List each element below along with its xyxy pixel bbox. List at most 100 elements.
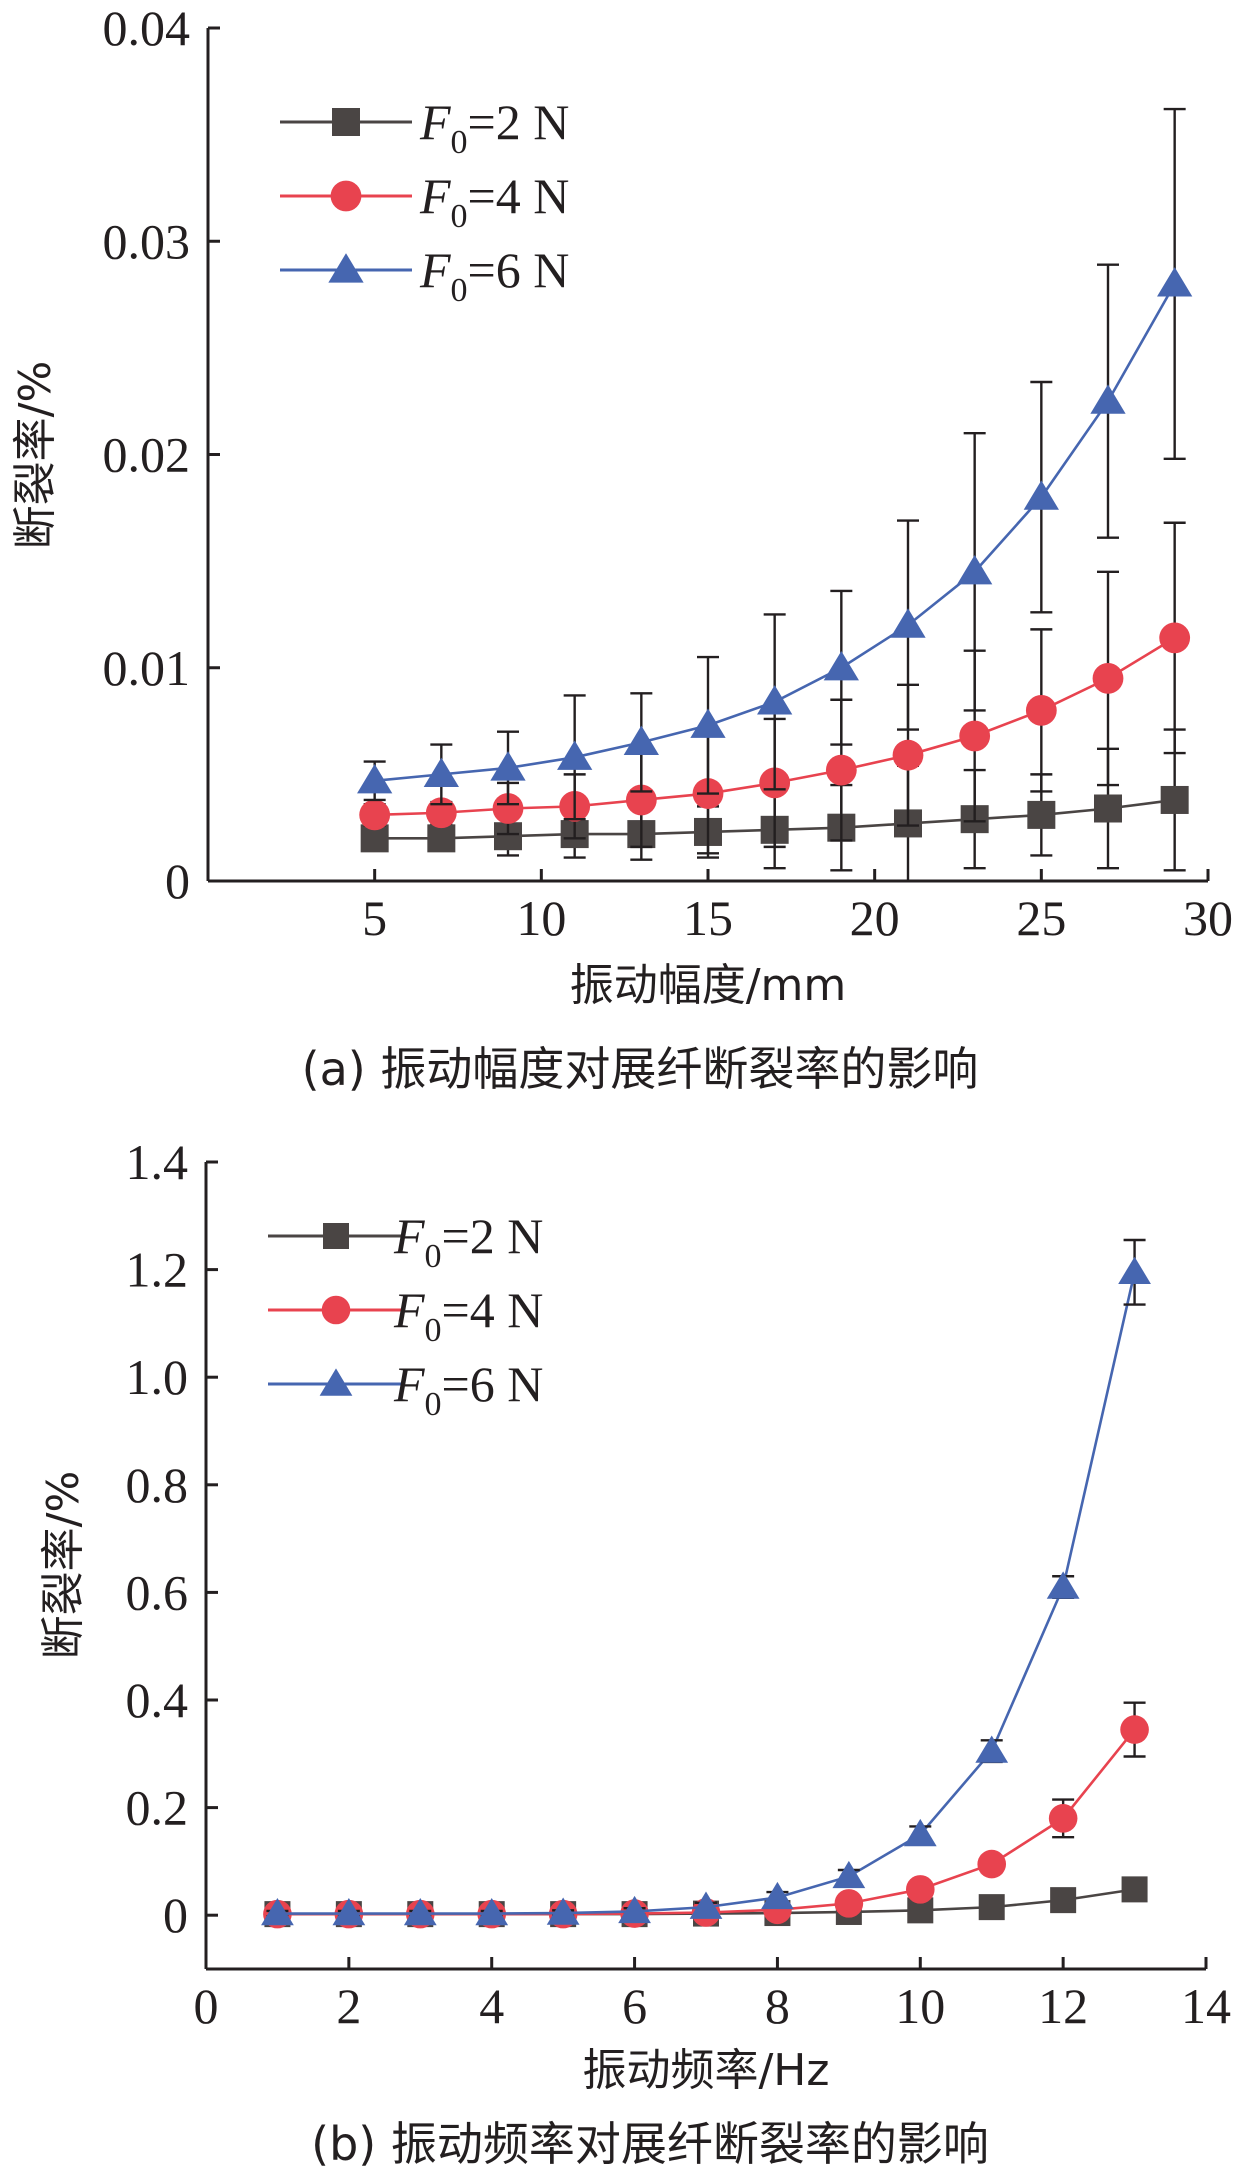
- chart-b-data-point: [261, 1897, 294, 1926]
- chart-a-data-point: [557, 740, 593, 770]
- chart-b-x-axis-title: 振动频率/Hz: [582, 2045, 829, 2096]
- chart-b-legend-item: F0=6 N: [268, 1356, 543, 1423]
- chart-b-legend-sub: 0: [425, 1238, 442, 1275]
- chart-b-legend-label: F0=4 N: [393, 1282, 543, 1349]
- chart-b-y-tick-label: 0.8: [126, 1457, 189, 1513]
- chart-b-x-tick-label: 14: [1181, 1978, 1231, 2034]
- chart-a-legend-marker: [330, 180, 362, 212]
- chart-b-legend: F0=2 NF0=4 NF0=6 N: [268, 1208, 543, 1423]
- chart-a-data-point: [423, 757, 459, 787]
- chart-a-data-point: [823, 650, 859, 681]
- chart-a-legend-sub: 0: [451, 272, 468, 309]
- chart-b-data-point: [475, 1897, 509, 1926]
- chart-a-legend-var: F: [419, 94, 451, 150]
- chart-a-data-point: [623, 725, 659, 755]
- chart-a-y-tick-label: 0: [165, 853, 190, 909]
- chart-a-data-point: [1023, 480, 1059, 510]
- chart-b-legend-item: F0=2 N: [268, 1208, 543, 1275]
- chart-b-data-point: [689, 1891, 723, 1919]
- chart-b-y-tick-label: 1.4: [126, 1134, 189, 1190]
- chart-b-y-tick-label: 1.0: [126, 1349, 189, 1405]
- chart-b-x-tick-label: 10: [895, 1978, 945, 2034]
- chart-b-axes: [204, 1162, 1206, 1971]
- chart-b-legend-item: F0=4 N: [268, 1282, 543, 1349]
- chart-b-data-point: [1118, 1256, 1151, 1284]
- chart-a-x-tick-label: 5: [362, 890, 387, 946]
- chart-b-legend-var: F: [393, 1208, 425, 1264]
- chart-b-series-line: [277, 1728, 1136, 1916]
- chart-a-legend-sub: 0: [451, 198, 468, 235]
- chart-b-y-tick-label: 0.4: [126, 1672, 189, 1728]
- chart-a-data-point: [490, 751, 526, 781]
- chart-b-data-point: [761, 1881, 794, 1910]
- chart-a-y-axis-title: 断裂率/%: [10, 361, 61, 550]
- chart-a-x-tick-label: 20: [850, 890, 900, 946]
- chart-b-legend-rest: =2 N: [442, 1208, 544, 1264]
- chart-b-data-point: [332, 1897, 366, 1926]
- chart-a-series-3: [357, 107, 1193, 821]
- chart-a-legend-label: F0=6 N: [419, 242, 569, 309]
- chart-a-x-axis-title: 振动幅度/mm: [570, 960, 847, 1011]
- chart-b-legend-label: F0=2 N: [393, 1208, 543, 1275]
- chart-b-legend-rest: =6 N: [442, 1356, 544, 1412]
- chart-b-data-point: [905, 1875, 935, 1904]
- chart-b-x-tick-label: 12: [1038, 1978, 1088, 2034]
- chart-a-x-ticks: 5 10 15 20 25 30: [362, 869, 1233, 946]
- chart-a-legend-rest: =6 N: [468, 242, 570, 298]
- chart-a-legend-var: F: [419, 242, 451, 298]
- chart-b-data-point: [1121, 1876, 1148, 1903]
- chart-a-data-point: [957, 554, 993, 585]
- chart-a-data-point: [959, 720, 991, 752]
- chart-a-data-point: [1090, 384, 1126, 414]
- chart-a-data-point: [1027, 800, 1056, 829]
- chart-a-data-point: [1094, 794, 1122, 823]
- chart-b-x-tick-label: 6: [622, 1978, 647, 2034]
- chart-b-legend-var: F: [393, 1282, 425, 1338]
- chart-b-y-tick-label: 1.2: [126, 1242, 189, 1298]
- chart-b-data-point: [1120, 1715, 1149, 1744]
- chart-a-x-tick-label: 25: [1016, 890, 1066, 946]
- chart-a-data-point: [492, 793, 524, 824]
- chart-a-legend-label: F0=4 N: [419, 168, 569, 235]
- chart-a: 5 10 15 20 25 30 00.010.020.030.04 F0=2 NF0=4…: [10, 0, 1233, 1096]
- chart-a-y-tick-label: 0.03: [103, 213, 191, 269]
- chart-a-data-point: [1159, 622, 1191, 654]
- chart-b: 0 2 4 6 8 10 12 14 00.20.40.60.81.01.21.4 F0=2 …: [38, 1134, 1231, 2171]
- chart-a-data-point: [1157, 267, 1193, 297]
- chart-b-data-point: [1050, 1887, 1077, 1914]
- chart-a-legend-var: F: [419, 168, 451, 224]
- chart-a-data-point: [892, 739, 924, 771]
- chart-a-legend-marker: [328, 253, 364, 283]
- chart-b-legend-marker: [321, 1295, 351, 1325]
- chart-a-legend-rest: =4 N: [468, 168, 570, 224]
- chart-b-x-tick-label: 4: [479, 1978, 504, 2034]
- chart-a-data-point: [1092, 663, 1124, 694]
- chart-a-x-tick-label: 30: [1183, 890, 1233, 946]
- chart-a-data-point: [1025, 695, 1057, 726]
- chart-a-data-point: [890, 608, 926, 638]
- chart-a-data-point: [427, 824, 456, 853]
- chart-a-y-ticks: 0 0.01 0.02 0.03 0.04: [103, 0, 220, 909]
- chart-b-x-tick-label: 0: [194, 1978, 219, 2034]
- chart-a-legend-item: F0=4 N: [280, 168, 569, 235]
- chart-a-data-point: [359, 799, 391, 831]
- chart-a-plot-area: [357, 107, 1193, 883]
- chart-b-legend-label: F0=6 N: [393, 1356, 543, 1423]
- chart-b-data-point: [834, 1889, 864, 1918]
- chart-a-series-2: [359, 521, 1191, 855]
- chart-b-series-3: [261, 1238, 1151, 1926]
- chart-b-x-ticks: 0 2 4 6 8 10 12 14: [194, 1957, 1231, 2034]
- chart-a-data-point: [690, 708, 726, 738]
- chart-b-data-point: [546, 1897, 580, 1925]
- chart-b-y-tick-label: 0.2: [126, 1780, 189, 1836]
- chart-a-data-point: [1160, 785, 1189, 814]
- chart-b-legend-sub: 0: [425, 1386, 442, 1423]
- chart-a-legend-item: F0=6 N: [280, 242, 569, 309]
- chart-a-data-point: [357, 763, 393, 794]
- chart-b-legend-sub: 0: [425, 1312, 442, 1349]
- chart-b-caption: (b) 振动频率对展纤断裂率的影响: [311, 2117, 989, 2171]
- chart-b-plot-area: [261, 1238, 1151, 1929]
- chart-a-y-tick-label: 0.04: [103, 0, 191, 56]
- chart-b-data-point: [975, 1735, 1009, 1763]
